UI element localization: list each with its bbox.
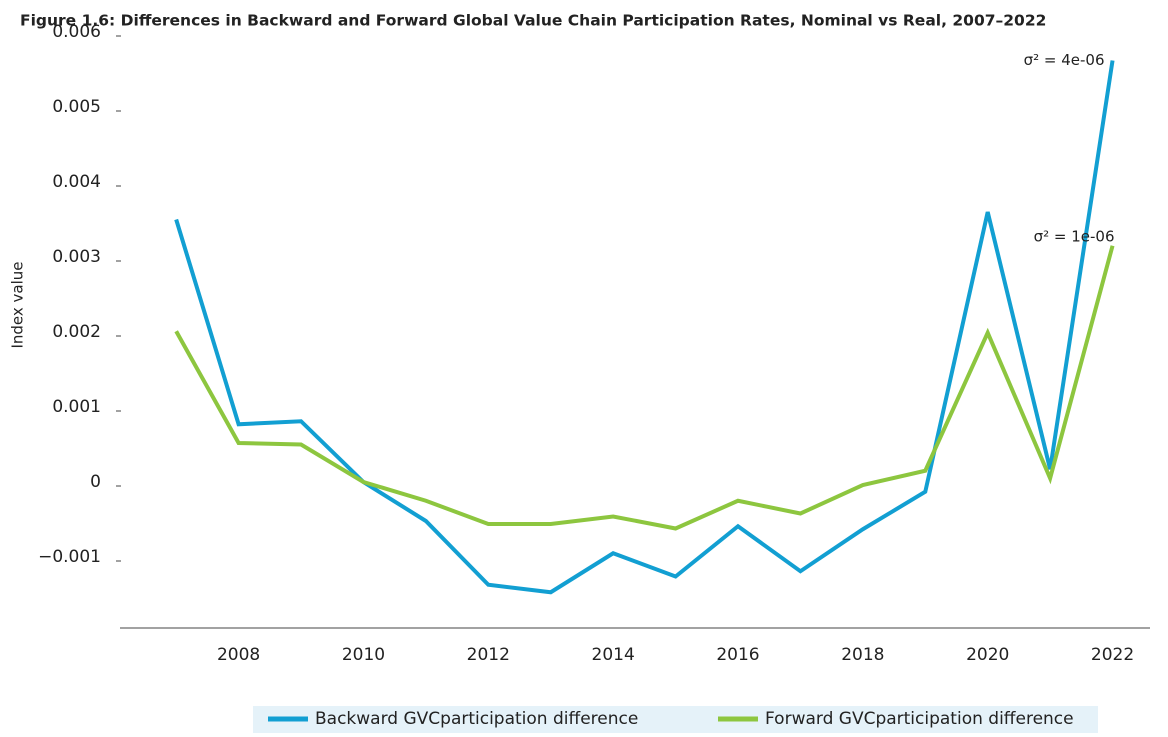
annotation: σ² = 1e-06 xyxy=(1034,227,1115,245)
legend-background xyxy=(253,706,1098,733)
y-tick-label: −0.001 xyxy=(38,547,101,567)
x-tick-label: 2008 xyxy=(217,645,260,665)
x-tick-label: 2012 xyxy=(467,645,510,665)
chart-title: Figure 1.6: Differences in Backward and … xyxy=(20,12,1046,30)
series-line xyxy=(174,245,1115,531)
y-tick-label: 0.003 xyxy=(52,247,101,267)
x-tick-label: 2010 xyxy=(342,645,385,665)
x-tick-label: 2016 xyxy=(716,645,759,665)
x-tick-label: 2020 xyxy=(966,645,1009,665)
legend-label: Backward GVCparticipation difference xyxy=(315,709,638,729)
y-tick-label: 0.006 xyxy=(52,22,101,42)
series-line xyxy=(174,60,1115,595)
y-tick-label: 0.005 xyxy=(52,97,101,117)
legend-label: Forward GVCparticipation difference xyxy=(765,709,1074,729)
x-tick-label: 2022 xyxy=(1091,645,1134,665)
annotation: σ² = 4e-06 xyxy=(1024,51,1105,69)
y-tick-label: 0.001 xyxy=(52,397,101,417)
y-tick-label: 0.004 xyxy=(52,172,101,192)
x-tick-label: 2018 xyxy=(841,645,884,665)
y-tick-label: 0.002 xyxy=(52,322,101,342)
y-tick-label: 0 xyxy=(90,472,101,492)
x-tick-label: 2014 xyxy=(592,645,635,665)
y-axis-label: Index value xyxy=(9,261,27,348)
